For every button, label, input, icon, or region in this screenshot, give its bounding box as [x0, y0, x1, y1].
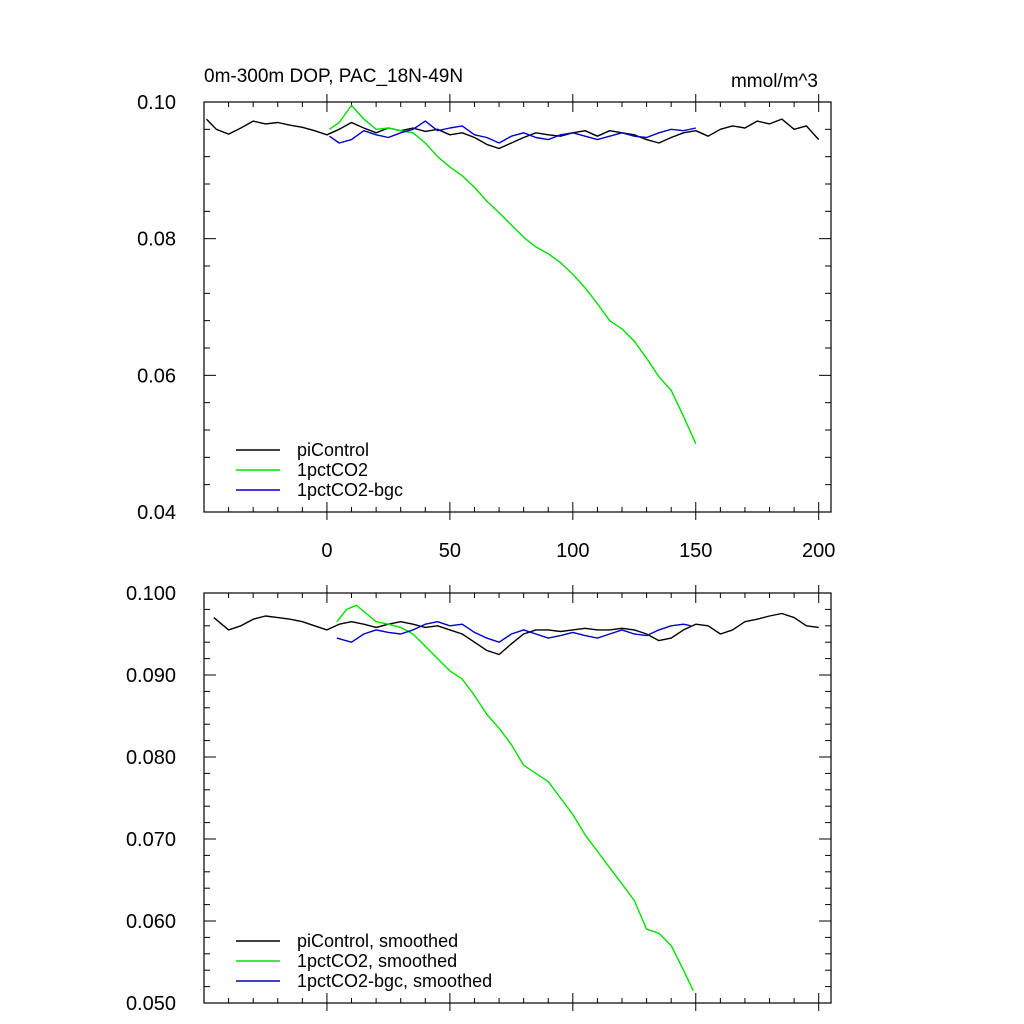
- series-line-1pctco2-smoothed: [336, 604, 694, 992]
- legend-label: piControl, smoothed: [297, 931, 458, 951]
- y-tick-label: 0.10: [137, 92, 176, 114]
- plot-frame: [203, 101, 832, 513]
- legend-label: 1pctCO2, smoothed: [297, 951, 457, 971]
- top-panel: 0 50 100 150 2000.040.060.080.10piControl1pc…: [137, 92, 835, 562]
- y-tick-label: 0.050: [126, 993, 176, 1015]
- units-label: mmol/m^3: [731, 71, 818, 92]
- y-tick-label: 0.060: [126, 911, 176, 933]
- y-tick-label: 0.06: [137, 365, 176, 387]
- y-tick-label: 0.070: [126, 829, 176, 851]
- legend-label: 1pctCO2-bgc: [297, 480, 403, 500]
- series-line-1pctco2: [329, 104, 697, 444]
- y-tick-label: 0.090: [126, 665, 176, 687]
- y-tick-label: 0.08: [137, 229, 176, 251]
- chart-title: 0m-300m DOP, PAC_18N-49N: [204, 66, 463, 87]
- series-line-1pctco2-bgc: [329, 120, 696, 144]
- series-line-picontrol-smoothed: [213, 612, 819, 656]
- y-tick-label: 0.080: [126, 747, 176, 769]
- plot-frame: [203, 592, 832, 1004]
- legend-label: 1pctCO2-bgc, smoothed: [297, 971, 492, 991]
- x-tick-label: 150: [679, 540, 712, 562]
- legend-label: piControl: [297, 440, 369, 460]
- legend-label: 1pctCO2: [297, 460, 368, 480]
- series-line-picontrol: [205, 118, 820, 150]
- y-tick-label: 0.100: [126, 583, 176, 605]
- x-tick-label: 100: [556, 540, 589, 562]
- x-tick-label: 200: [802, 540, 835, 562]
- y-tick-label: 0.04: [137, 502, 176, 524]
- x-tick-label: 50: [439, 540, 461, 562]
- x-tick-label: 0: [321, 540, 332, 562]
- bottom-panel: 0.050 0.060 0.070 0.080 0.090 0.100 piControl,…: [126, 583, 832, 1015]
- series-line-1pctco2-bgc-smoothed: [336, 621, 691, 643]
